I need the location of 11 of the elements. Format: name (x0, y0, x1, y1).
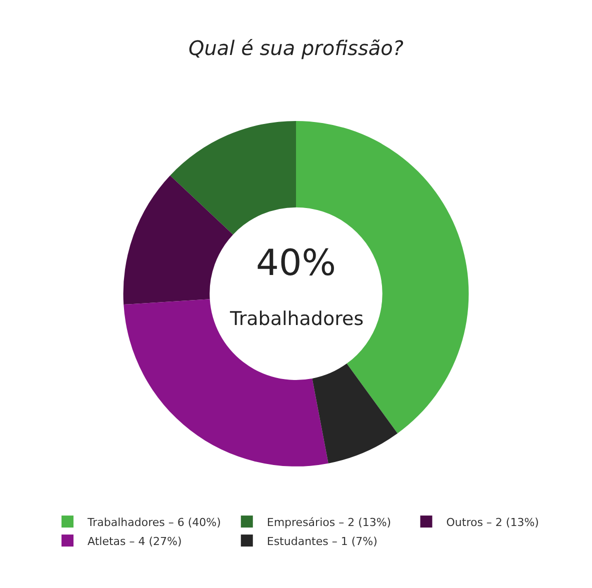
text: 40% (256, 243, 336, 284)
donut-slice (170, 120, 296, 235)
legend-label: Trabalhadores – 6 (40%) (86, 516, 221, 529)
chart-title: Qual é sua profissão? (188, 36, 404, 60)
legend-label: Estudantes – 1 (7%) (266, 534, 378, 548)
legend-label: Outros – 2 (13%) (446, 516, 539, 529)
donut-slice (124, 175, 234, 305)
legend-label: Atletas – 4 (27%) (88, 534, 182, 548)
text: Trabalhadores (229, 308, 364, 330)
donut-slice (312, 364, 398, 464)
legend-label: Empresários – 2 (13%) (266, 516, 392, 529)
